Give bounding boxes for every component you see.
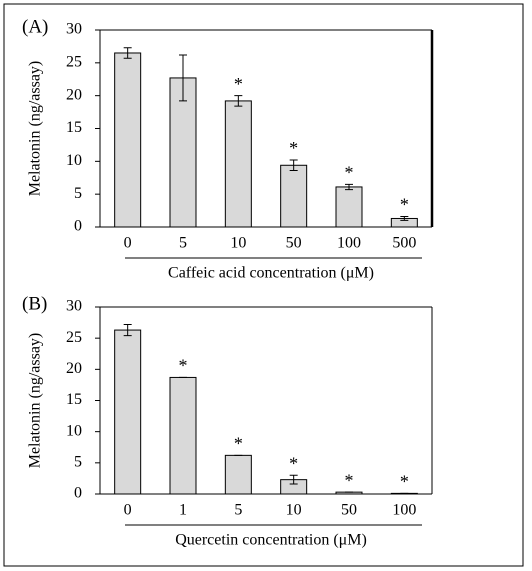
x-axis-title: Quercetin concentration (μM) (175, 532, 367, 549)
significance-marker: * (345, 470, 354, 490)
x-tick-label: 1 (179, 502, 187, 519)
bar (114, 329, 142, 495)
y-tick-label: 30 (66, 21, 82, 38)
y-tick-label: 25 (66, 54, 82, 71)
y-tick-label: 5 (74, 454, 82, 471)
bar (280, 164, 308, 228)
x-axis-title: Caffeic acid concentration (μM) (168, 265, 374, 282)
y-tick-label: 20 (66, 360, 82, 377)
x-tick-label: 0 (124, 502, 132, 519)
significance-marker: * (289, 138, 298, 158)
figure-frame (3, 3, 524, 567)
y-tick-label: 10 (66, 422, 82, 439)
significance-marker: * (234, 433, 243, 453)
y-tick-label: 0 (74, 218, 82, 235)
bar (224, 454, 252, 495)
significance-marker: * (345, 162, 354, 182)
x-tick-label: 500 (392, 235, 416, 252)
x-tick-label: 5 (179, 235, 187, 252)
bar (169, 77, 197, 228)
x-tick-label: 100 (392, 502, 416, 519)
error-bar (123, 323, 132, 337)
y-tick-label: 0 (74, 485, 82, 502)
significance-marker: * (400, 472, 409, 492)
x-tick-label: 10 (286, 502, 302, 519)
y-axis-title: Melatonin (ng/assay) (27, 333, 44, 469)
x-tick-label: 50 (341, 502, 357, 519)
y-tick-label: 5 (74, 185, 82, 202)
x-tick-label: 10 (230, 235, 246, 252)
bar (169, 376, 197, 495)
y-tick-label: 25 (66, 329, 82, 346)
error-bar (123, 47, 132, 59)
significance-marker: * (179, 356, 188, 376)
panel-label: (A) (22, 16, 48, 37)
y-tick-label: 20 (66, 86, 82, 103)
error-bar (179, 54, 187, 102)
x-tick-label: 5 (234, 502, 242, 519)
significance-marker: * (400, 195, 409, 215)
bar (335, 186, 363, 228)
error-bar (400, 215, 409, 221)
y-tick-label: 10 (66, 152, 82, 169)
error-bar (345, 183, 353, 191)
panel-label: (B) (22, 293, 47, 314)
bar (114, 52, 142, 228)
x-tick-label: 100 (337, 235, 361, 252)
x-tick-label: 0 (124, 235, 132, 252)
bar (224, 100, 252, 228)
y-tick-label: 30 (66, 298, 82, 315)
y-axis-title: Melatonin (ng/assay) (27, 61, 44, 197)
error-bar (289, 474, 298, 485)
significance-marker: * (289, 453, 298, 473)
significance-marker: * (234, 74, 243, 94)
error-bar (234, 95, 243, 107)
error-bar (289, 159, 298, 172)
y-tick-label: 15 (66, 119, 82, 136)
x-tick-label: 50 (286, 235, 302, 252)
y-tick-label: 15 (66, 391, 82, 408)
